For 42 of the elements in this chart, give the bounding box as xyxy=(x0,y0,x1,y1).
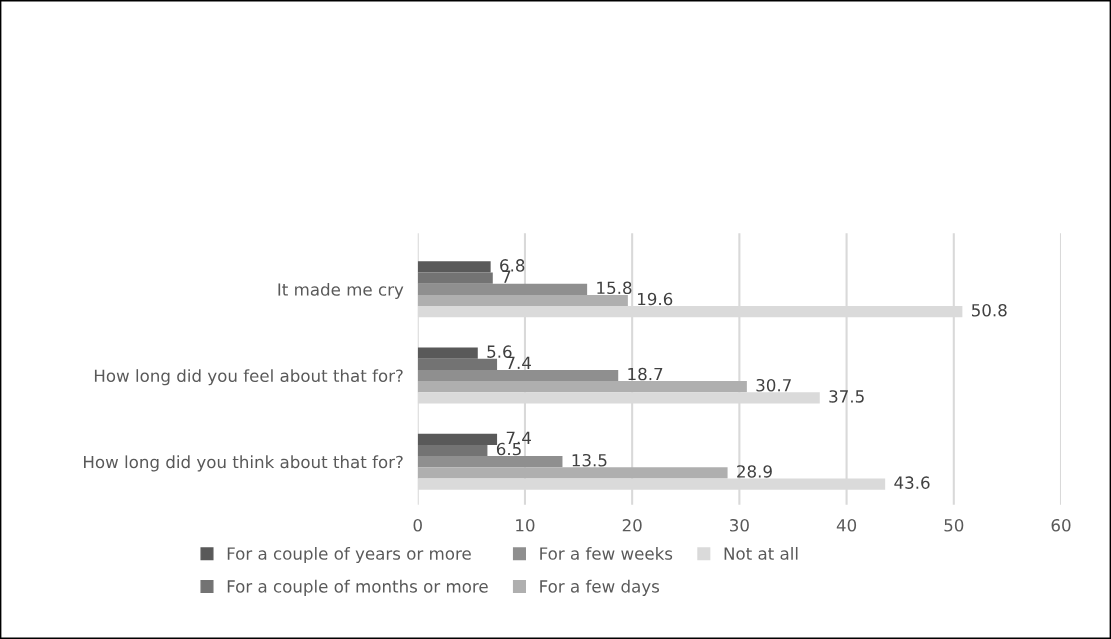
bar xyxy=(417,433,498,445)
data-label: 19.6 xyxy=(638,292,673,306)
x-tick-label: 0 xyxy=(413,518,422,532)
data-label: 13.5 xyxy=(572,453,607,467)
x-tick-label: 60 xyxy=(1051,518,1071,532)
bar xyxy=(417,456,563,468)
x-tick-label: 10 xyxy=(516,518,535,532)
bar xyxy=(417,347,478,359)
data-label: 18.7 xyxy=(628,367,663,381)
y-tick-label: How long did you think about that for? xyxy=(84,455,403,472)
legend-label: For a few days xyxy=(540,579,660,596)
data-label: 7.4 xyxy=(506,356,531,369)
legend-label: Not at all xyxy=(724,546,798,560)
legend-label: For a few weeks xyxy=(540,546,673,560)
y-tick-label: How long did you feel about that for? xyxy=(94,369,403,386)
x-tick-label: 30 xyxy=(730,518,749,532)
bar xyxy=(417,444,488,457)
bar xyxy=(417,283,588,295)
data-label: 7 xyxy=(502,270,511,283)
x-tick-label: 40 xyxy=(836,518,857,532)
bar xyxy=(417,294,628,307)
data-label: 5.6 xyxy=(487,345,512,358)
bar xyxy=(417,467,728,479)
bar xyxy=(417,272,493,284)
data-label: 28.9 xyxy=(737,465,772,478)
data-label: 15.8 xyxy=(597,281,632,295)
legend-label: For a couple of years or more xyxy=(227,546,471,564)
x-tick-label: 20 xyxy=(622,518,642,532)
legend-label: For a couple of months or more xyxy=(227,579,488,596)
data-label: 43.6 xyxy=(894,476,930,489)
data-label: 30.7 xyxy=(756,378,791,392)
bar xyxy=(417,369,619,382)
bar xyxy=(417,358,498,370)
bar xyxy=(417,381,747,393)
data-label: 50.8 xyxy=(971,303,1007,317)
data-label: 7.4 xyxy=(506,431,531,444)
data-label: 6.5 xyxy=(496,442,521,456)
x-tick-label: 50 xyxy=(944,518,964,532)
bar xyxy=(417,261,491,273)
data-label: 37.5 xyxy=(829,390,864,403)
data-label: 6.8 xyxy=(500,259,525,272)
y-tick-label: It made me cry xyxy=(278,282,404,300)
